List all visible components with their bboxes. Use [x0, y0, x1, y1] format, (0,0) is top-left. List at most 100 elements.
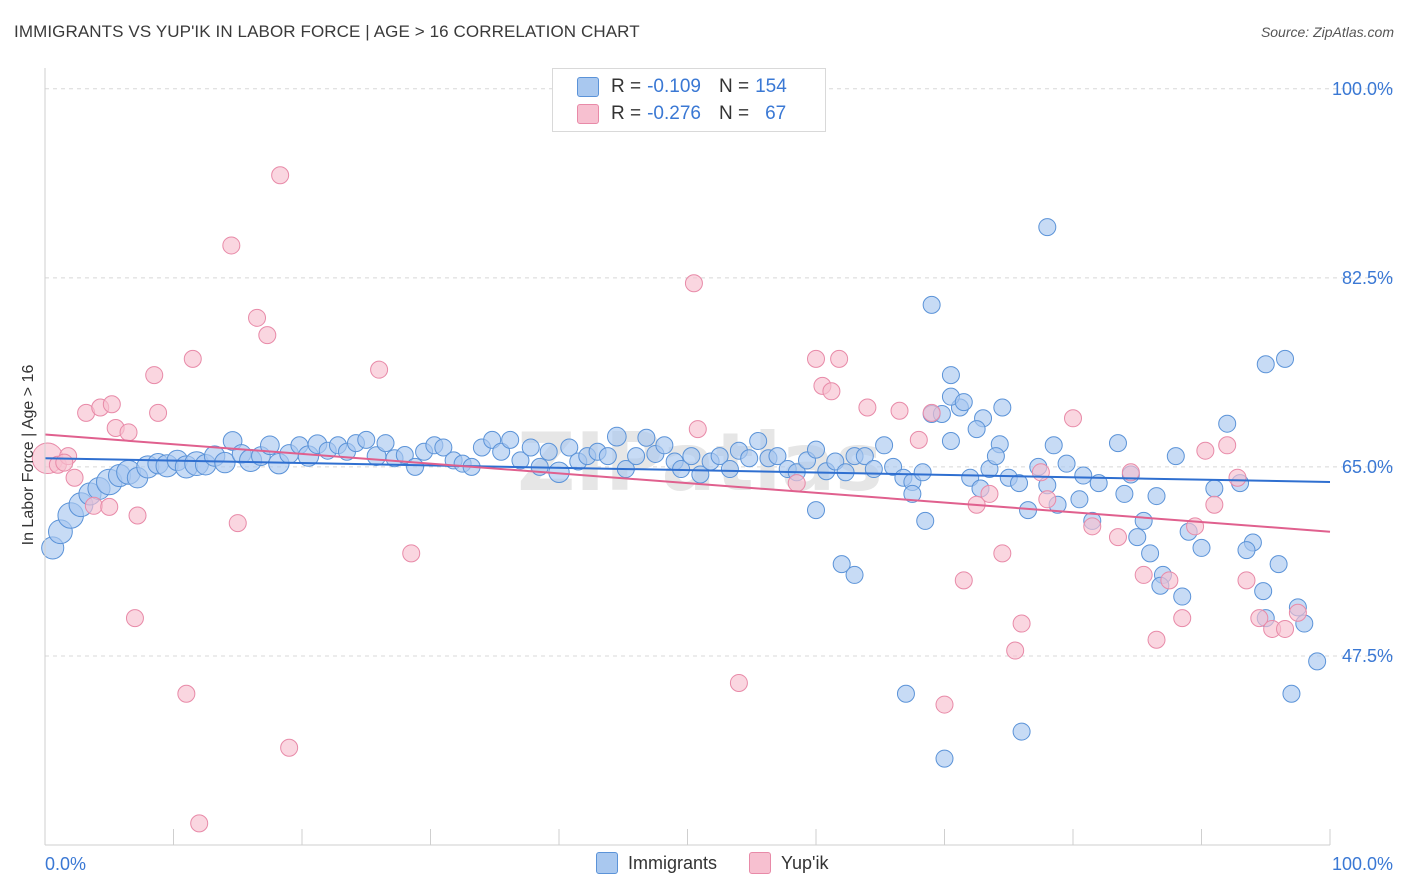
point-immigrants [941, 431, 960, 450]
point-immigrants [710, 447, 729, 466]
point-immigrants [720, 460, 739, 479]
data-points [31, 85, 1327, 833]
trend-line-yupik [44, 433, 1331, 533]
point-immigrants [1044, 436, 1063, 455]
point-yupik [858, 398, 877, 417]
point-immigrants [606, 426, 627, 447]
point-yupik [1108, 528, 1127, 547]
point-yupik [271, 166, 290, 185]
point-yupik [830, 349, 849, 368]
point-yupik [1276, 619, 1295, 638]
bottom-legend-immigrants: Immigrants [596, 852, 717, 874]
point-immigrants [434, 438, 453, 457]
y-tick-label: 47.5% [1342, 646, 1393, 666]
point-immigrants [1173, 587, 1192, 606]
point-yupik [922, 403, 941, 422]
point-immigrants [1254, 582, 1273, 601]
legend-r-label: R = [611, 76, 642, 97]
point-immigrants [941, 366, 960, 385]
point-yupik [1228, 468, 1247, 487]
point-yupik [807, 349, 825, 368]
point-immigrants [986, 447, 1005, 466]
point-yupik [1288, 603, 1307, 622]
point-immigrants [807, 440, 825, 459]
bottom-legend-swatch-yupik [749, 852, 772, 874]
legend-n-label: N = [718, 76, 750, 97]
point-immigrants [1237, 541, 1256, 560]
point-immigrants [1115, 484, 1134, 503]
point-yupik [149, 403, 168, 422]
point-immigrants [1108, 434, 1127, 453]
point-yupik [183, 349, 202, 368]
point-yupik [1031, 463, 1050, 482]
bottom-legend-swatch-immigrants [596, 852, 618, 874]
point-immigrants [807, 501, 825, 520]
point-yupik [993, 544, 1012, 563]
point-immigrants [682, 447, 701, 466]
point-immigrants [954, 393, 973, 412]
point-yupik [1205, 495, 1224, 514]
point-immigrants [749, 431, 768, 450]
point-immigrants [935, 749, 954, 768]
point-yupik [222, 236, 241, 255]
point-yupik [84, 496, 103, 515]
point-immigrants [916, 511, 935, 530]
point-yupik [1134, 565, 1153, 584]
y-tick-label: 82.5% [1342, 268, 1393, 288]
point-immigrants [1218, 414, 1237, 433]
point-yupik [119, 423, 138, 442]
y-axis-label: In Labor Force | Age > 16 [20, 365, 37, 546]
point-yupik [1218, 436, 1237, 455]
point-immigrants [395, 446, 414, 465]
point-yupik [684, 274, 703, 293]
point-immigrants [511, 451, 530, 470]
x-tick-label: 100.0% [1332, 854, 1393, 874]
point-immigrants [1282, 684, 1301, 703]
point-yupik [65, 468, 84, 487]
point-yupik [402, 544, 421, 563]
point-yupik [1250, 609, 1269, 628]
point-immigrants [1166, 447, 1185, 466]
point-yupik [1083, 517, 1102, 536]
point-immigrants [627, 447, 646, 466]
chart-source: Source: ZipAtlas.com [1260, 24, 1394, 40]
point-immigrants [1012, 722, 1031, 741]
point-yupik [100, 497, 119, 516]
point-yupik [177, 684, 196, 703]
point-yupik [1006, 641, 1025, 660]
point-immigrants [539, 442, 558, 461]
bottom-legend: Immigrants Yup'ik [596, 852, 861, 874]
point-yupik [822, 382, 841, 401]
point-immigrants [1057, 454, 1076, 473]
point-immigrants [1192, 538, 1211, 557]
point-yupik [729, 673, 748, 692]
point-yupik [190, 814, 209, 833]
point-yupik [787, 474, 806, 493]
point-immigrants [855, 447, 874, 466]
legend-n-value: 154 [755, 76, 787, 97]
point-immigrants [655, 436, 674, 455]
point-immigrants [521, 438, 540, 457]
point-yupik [1147, 630, 1166, 649]
trend-line-immigrants [44, 457, 1331, 484]
legend-r-value: -0.109 [647, 76, 701, 97]
point-yupik [1012, 614, 1031, 633]
legend-n-label: N = [718, 103, 750, 124]
point-yupik [125, 609, 144, 628]
point-immigrants [875, 436, 894, 455]
point-yupik [1237, 571, 1256, 590]
point-immigrants [896, 684, 915, 703]
bottom-legend-yupik: Yup'ik [749, 852, 829, 874]
point-yupik [55, 453, 74, 472]
point-immigrants [922, 295, 941, 314]
point-yupik [890, 401, 909, 420]
point-immigrants [1128, 528, 1147, 547]
point-yupik [280, 738, 299, 757]
point-yupik [145, 366, 164, 385]
legend-r-label: R = [611, 103, 642, 124]
point-yupik [258, 326, 277, 345]
point-yupik [128, 506, 147, 525]
point-immigrants [1269, 555, 1288, 574]
bottom-legend-label-immigrants: Immigrants [628, 852, 718, 873]
